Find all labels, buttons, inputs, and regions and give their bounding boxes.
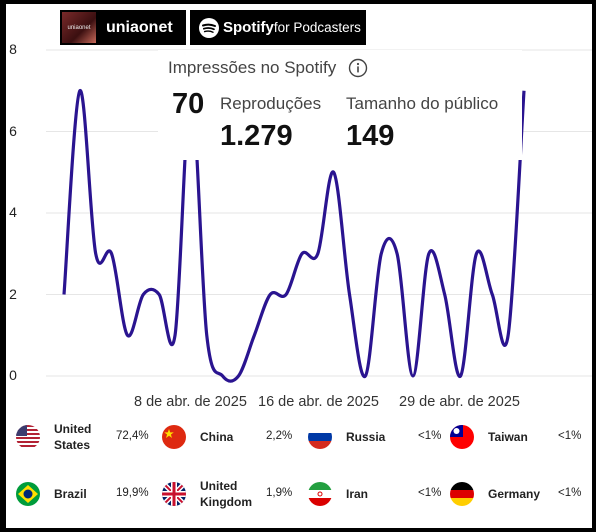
brazil-flag-icon	[16, 482, 40, 506]
taiwan-flag-icon	[450, 425, 474, 449]
x-tick-label: 16 de abr. de 2025	[258, 394, 379, 410]
impressions-card: Impressões no Spotify 70 Reproduções 1.2…	[158, 50, 522, 160]
china-flag-icon	[162, 425, 186, 449]
country-name: United States	[54, 422, 92, 452]
y-tick-label: 8	[9, 41, 17, 57]
plays-value: 1.279	[220, 120, 293, 152]
plays-series-line	[62, 89, 526, 383]
analytics-screenshot: 0 2 4 6 8 uniaonet uniaonet Spotifyfor Podca…	[6, 4, 592, 528]
impressions-value: 70	[172, 88, 205, 120]
country-row: United States	[16, 417, 116, 457]
country-row: United Kingdom	[162, 474, 262, 514]
cover-text: uniaonet	[67, 24, 91, 31]
country-name: Germany	[488, 487, 541, 501]
country-name: China	[200, 430, 234, 444]
country-name: Taiwan	[488, 430, 528, 444]
plays-label: Reproduções	[220, 94, 322, 113]
impressions-title: Impressões no Spotify	[168, 58, 337, 77]
show-brand-badge: uniaonet uniaonet	[60, 10, 186, 45]
country-percentage: <1%	[418, 430, 442, 442]
country-name: Russia	[346, 430, 386, 444]
show-name: uniaonet	[106, 18, 173, 36]
audience-value: 149	[346, 120, 395, 152]
country-name: United Kingdom	[200, 479, 252, 509]
country-percentage: <1%	[558, 430, 582, 442]
x-tick-label: 29 de abr. de 2025	[399, 394, 520, 410]
us-flag-icon	[16, 425, 40, 449]
spotify-for-podcasters-logo: Spotifyfor Podcasters	[190, 10, 366, 45]
spotify-brand-text: Spotify	[223, 19, 274, 36]
country-name: Iran	[346, 487, 369, 501]
country-row: China	[162, 417, 233, 457]
country-row: Taiwan	[450, 417, 528, 457]
y-tick-label: 2	[9, 285, 17, 302]
russia-flag-icon	[308, 425, 332, 449]
spotify-logo-icon	[199, 17, 219, 38]
info-icon[interactable]	[348, 58, 368, 78]
germany-flag-icon	[450, 482, 474, 506]
audience-label: Tamanho do público	[346, 94, 499, 113]
country-percentage: <1%	[418, 487, 442, 499]
country-row: Brazil	[16, 474, 87, 514]
y-tick-label: 0	[9, 367, 17, 383]
country-percentage: 72,4%	[116, 430, 149, 442]
iran-flag-icon	[308, 482, 332, 506]
country-percentage: 2,2%	[266, 430, 293, 442]
x-tick-label: 8 de abr. de 2025	[134, 394, 247, 410]
show-cover-image: uniaonet	[62, 12, 96, 43]
country-percentage: 19,9%	[116, 487, 149, 499]
uk-flag-icon	[162, 482, 186, 506]
country-row: Germany	[450, 474, 540, 514]
country-percentage: 1,9%	[266, 487, 293, 499]
country-name: Brazil	[54, 487, 87, 501]
country-percentage: <1%	[558, 487, 582, 499]
country-row: Russia	[308, 417, 385, 457]
for-podcasters-text: for Podcasters	[273, 20, 361, 35]
y-tick-label: 6	[9, 122, 17, 139]
y-tick-label: 4	[9, 204, 17, 220]
country-row: Iran	[308, 474, 368, 514]
